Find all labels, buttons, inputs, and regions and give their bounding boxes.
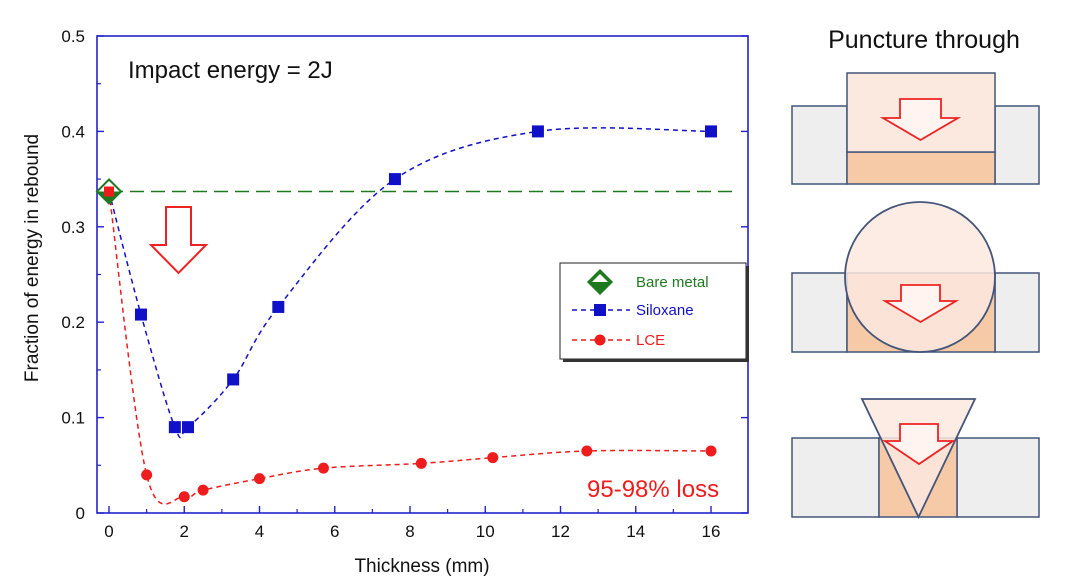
x-tick-label: 8 <box>405 522 414 541</box>
legend-bare-metal-label: Bare metal <box>636 274 709 291</box>
siloxane-point <box>182 421 195 434</box>
siloxane-point <box>134 308 147 321</box>
panel2-down-arrow-icon <box>881 284 960 324</box>
lce-point <box>141 469 153 481</box>
legend-siloxane-label: Siloxane <box>636 302 694 319</box>
panel-conical-impactor <box>791 398 1040 520</box>
x-tick-label: 16 <box>702 522 721 541</box>
y-tick-label: 0 <box>76 504 85 523</box>
panel1-left-block <box>791 105 848 185</box>
lce-point <box>415 457 427 469</box>
diagram-title: Puncture through <box>828 26 1020 54</box>
x-tick-label: 6 <box>330 522 339 541</box>
puncture-diagram: Puncture through <box>791 26 1040 520</box>
legend-siloxane-square-icon <box>594 304 606 316</box>
legend: Bare metal Siloxane LCE <box>559 262 749 362</box>
x-tick-label: 14 <box>626 522 645 541</box>
panel3-left-block <box>791 437 880 518</box>
y-axis-ticks: 0 0.1 0.2 0.3 0.4 0.5 <box>61 27 748 523</box>
lce-point <box>197 484 209 496</box>
siloxane-point <box>168 421 181 434</box>
siloxane-point <box>272 300 285 313</box>
bare-metal-point-lower <box>97 191 121 204</box>
lce-point <box>581 445 593 457</box>
x-tick-label: 10 <box>476 522 495 541</box>
y-tick-label: 0.1 <box>61 409 85 428</box>
y-tick-label: 0.4 <box>61 122 85 141</box>
rebound-chart: 0 2 4 6 8 10 12 14 16 0 0.1 0.2 0.3 0.4 0.5 Thickness… <box>22 27 749 577</box>
lce-line <box>108 191 712 505</box>
siloxane-point <box>227 373 240 386</box>
siloxane-point <box>388 173 401 186</box>
lce-start-point <box>104 186 114 197</box>
x-axis-ticks: 0 2 4 6 8 10 12 14 16 <box>104 506 720 541</box>
legend-lce-label: LCE <box>636 332 665 349</box>
legend-lce-circle-icon <box>594 334 606 346</box>
panel1-down-arrow-icon <box>879 98 962 142</box>
panel-spherical-impactor <box>791 201 1040 353</box>
legend-shadow-bottom <box>563 359 749 362</box>
legend-shadow <box>746 266 749 362</box>
y-axis-title: Fraction of energy in rebound <box>22 134 43 382</box>
panel2-left-block <box>791 272 848 353</box>
panel-flat-punch <box>791 72 1040 185</box>
panel1-sample <box>846 151 996 185</box>
siloxane-point <box>531 125 544 138</box>
series-markers <box>95 125 717 503</box>
panel2-right-block <box>994 272 1040 353</box>
lce-point <box>705 445 717 457</box>
lce-point <box>317 462 329 474</box>
x-tick-label: 4 <box>255 522 264 541</box>
y-tick-label: 0.2 <box>61 313 85 332</box>
loss-annotation: 95-98% loss <box>587 476 719 503</box>
lce-point <box>487 452 499 464</box>
panel2-sphere <box>844 201 996 353</box>
x-axis-title: Thickness (mm) <box>354 556 489 577</box>
x-tick-label: 0 <box>104 522 113 541</box>
impact-energy-annotation: Impact energy = 2J <box>128 57 333 84</box>
lce-point <box>178 491 190 503</box>
siloxane-point <box>705 125 717 138</box>
y-tick-label: 0.5 <box>61 27 85 46</box>
y-tick-label: 0.3 <box>61 218 85 237</box>
lce-point <box>254 473 265 485</box>
legend-bare-metal-diamond-highlight <box>592 274 608 282</box>
panel3-right-block <box>956 437 1040 518</box>
decrease-arrow-icon <box>148 206 209 275</box>
panel1-right-block <box>994 105 1040 185</box>
series-lines <box>108 127 738 505</box>
x-tick-label: 12 <box>551 522 570 541</box>
panel3-down-arrow-icon <box>882 423 956 466</box>
x-tick-label: 2 <box>180 522 189 541</box>
